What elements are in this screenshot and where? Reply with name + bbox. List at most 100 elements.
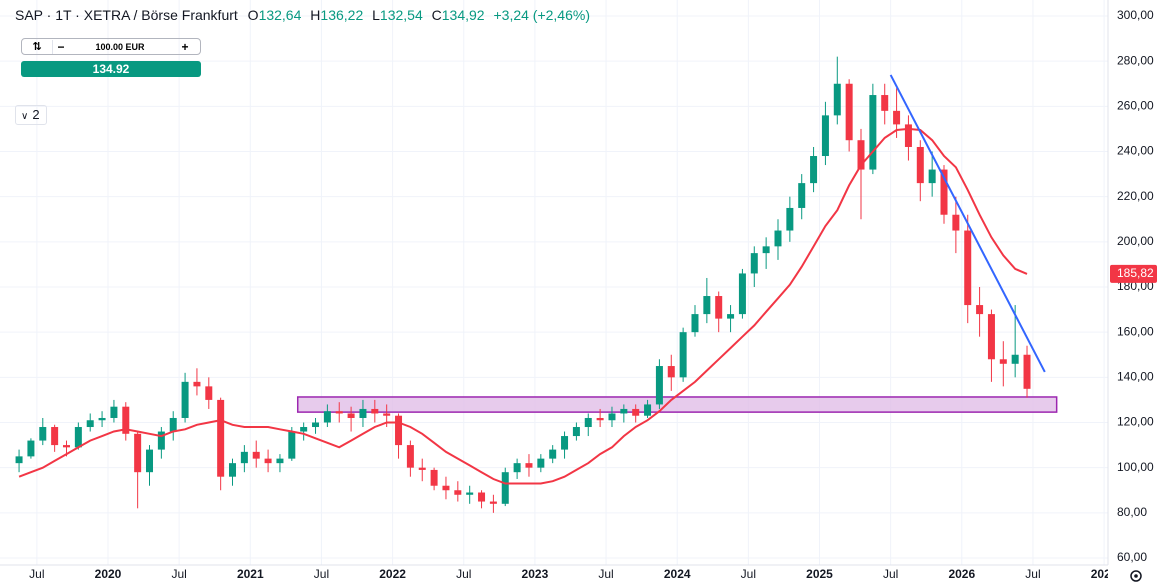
candle-body [217,399,225,477]
plus-button[interactable]: + [181,39,189,54]
candle-body [229,463,237,477]
candle-body [620,408,628,414]
x-tick-label: 2025 [806,567,833,581]
candle-body [964,230,972,306]
moving-average [18,127,1028,485]
ohlc-label: O [247,7,259,23]
x-tick-label: 2024 [664,567,691,581]
candle-body [51,427,59,446]
candle-body [418,467,426,470]
candle-body [750,253,758,274]
y-tick-label: 80,00 [1117,505,1147,519]
ohlc-label: C [431,7,442,23]
candle-body [596,417,604,421]
candle-body [98,417,106,421]
price-button[interactable]: 134.92 [21,61,201,77]
candle-body [300,427,308,432]
x-tick-label: Jul [171,567,186,581]
candle-body [454,490,462,495]
candle-body [810,156,818,184]
y-tick-label: 100,00 [1117,460,1154,474]
y-tick-label: 60,00 [1117,550,1147,564]
ma-price-label: 185,82 [1117,266,1154,280]
candle-body [976,305,984,315]
candle-body [999,359,1007,364]
candle-body [193,381,201,387]
candle-body [430,469,438,486]
candle-body [821,115,829,157]
candle-body [798,183,806,208]
price-axis [1108,0,1157,586]
y-tick-label: 160,00 [1117,324,1154,338]
y-tick-label: 300,00 [1117,8,1154,22]
candle-body [893,110,901,125]
support-zone [296,396,1058,413]
candle-body [122,406,130,434]
symbol: SAP · 1T · XETRA / Börse Frankfurt [15,7,238,23]
candle-body [489,501,497,504]
candle-body [323,411,331,423]
x-tick-label: 2026 [948,567,975,581]
x-tick-label: Jul [883,567,898,581]
candle-body [904,124,912,147]
candle-body [478,492,486,502]
candle-body [335,411,343,414]
candle-body [359,408,367,418]
candle-body [703,296,711,315]
indicator-count: 2 [32,107,40,122]
candle-body [442,485,450,491]
ohlc-label: H [310,7,321,23]
candle-body [134,433,142,473]
candle-body [62,445,70,448]
header: SAP · 1T · XETRA / Börse Frankfurt O 132,… [15,7,595,23]
candle-body [74,427,82,448]
x-tick-label: Jul [29,567,44,581]
x-tick-label: 2023 [522,567,549,581]
candle-body [312,422,320,428]
y-tick-label: 140,00 [1117,370,1154,384]
candle-body [1023,354,1031,389]
x-tick-label: 2020 [95,567,122,581]
candle-body [157,431,165,450]
candle-body [715,296,723,319]
y-tick-label: 220,00 [1117,189,1154,203]
swap-button[interactable]: ⇅ [32,41,42,53]
plot [0,0,1108,565]
minus-button[interactable]: − [52,39,69,54]
candle-body [39,427,47,441]
candle-body [987,314,995,360]
ohlc-value: 134,92 [441,7,485,23]
candle-body [655,366,663,405]
candle-body [110,406,118,418]
candle-body [738,273,746,315]
settings-icon-dot [1134,574,1138,578]
x-tick-label: Jul [598,567,613,581]
candle-body [27,440,35,457]
y-tick-label: 120,00 [1117,415,1154,429]
x-tick-label: Jul [314,567,329,581]
indicator-toggle[interactable]: ∨ 2 [15,105,47,125]
candle-body [181,381,189,418]
candle-body [264,458,272,464]
candle-body [549,449,557,459]
ohlc-label: L [372,7,380,23]
candle-body [667,366,675,378]
candle-body [584,417,592,428]
candle-body [762,246,770,254]
candle-body [501,472,509,504]
settings-icon[interactable] [1130,570,1142,582]
candle-body [252,451,260,459]
candle-body [240,451,248,464]
ohlc-value: 136,22 [320,7,364,23]
quantity[interactable]: 100.00 EUR [95,41,145,52]
ohlc-value: 132,54 [379,7,423,23]
candle-body [371,408,379,414]
candle-body [869,95,877,170]
candle-body [146,449,154,473]
candle-body [857,140,865,170]
candle-body [537,458,545,468]
y-tick-label: 200,00 [1117,234,1154,248]
candle-body [774,230,782,247]
candle-body [525,463,533,468]
